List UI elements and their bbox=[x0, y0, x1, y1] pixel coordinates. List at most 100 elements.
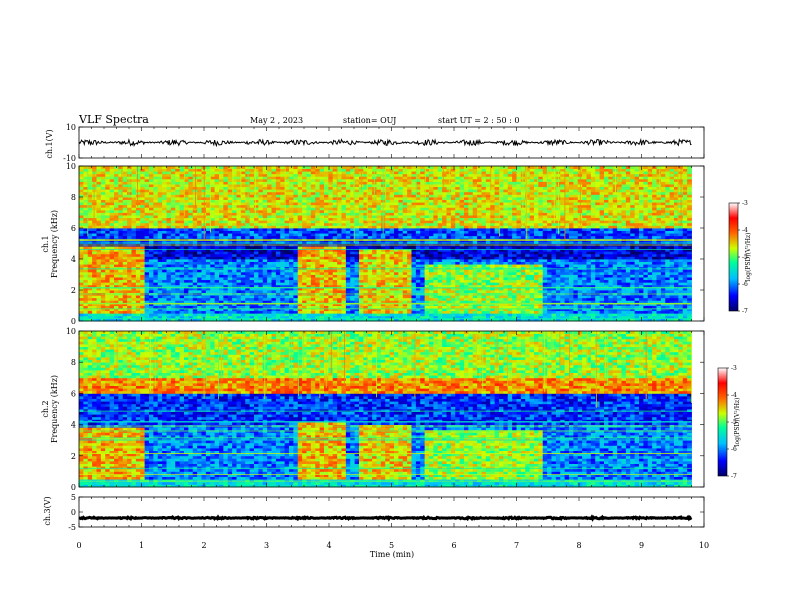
ch1_spectrogram-cell bbox=[188, 271, 194, 275]
ch1_spectrogram-cell bbox=[245, 271, 251, 275]
ch1_spectrogram-cell bbox=[411, 186, 417, 190]
ch1_spectrogram-cell bbox=[114, 204, 119, 208]
ch1_spectrogram-cell bbox=[162, 230, 167, 234]
ch1_spectrogram-cell bbox=[345, 191, 351, 195]
ch1_spectrogram-cell bbox=[109, 297, 115, 301]
ch1_spectrogram-cell bbox=[319, 284, 325, 288]
ch1_spectrogram-cell bbox=[341, 228, 347, 231]
ch1_spectrogram-cell bbox=[372, 287, 377, 291]
ch1_spectrogram-cell bbox=[306, 225, 312, 229]
ch1_spectrogram-cell bbox=[118, 266, 124, 270]
ch1_spectrogram-cell bbox=[271, 297, 277, 301]
ch1_spectrogram-cell bbox=[345, 228, 351, 231]
ch1_spectrogram-cell bbox=[179, 297, 185, 301]
ch1_spectrogram-cell bbox=[249, 248, 255, 252]
ch1_spectrogram-cell bbox=[376, 217, 382, 221]
ch1_spectrogram-cell bbox=[319, 277, 325, 281]
ch1_spectrogram-cell bbox=[328, 256, 334, 260]
ch1_spectrogram-cell bbox=[157, 202, 163, 206]
ch1_spectrogram-cell bbox=[424, 248, 430, 252]
ch1_spectrogram-cell bbox=[297, 318, 303, 322]
ch1_spectrogram-cell bbox=[376, 209, 382, 213]
ch1_spectrogram-cell bbox=[223, 233, 229, 237]
ch1_spectrogram-cell bbox=[127, 199, 132, 203]
ch1_spectrogram-cell bbox=[385, 259, 391, 262]
ch1_spectrogram-cell bbox=[376, 230, 382, 234]
ch1_spectrogram-cell bbox=[271, 230, 277, 234]
ch1_spectrogram-cell bbox=[170, 246, 176, 250]
ch1_spectrogram-cell bbox=[197, 171, 202, 175]
ch1_spectrogram-cell bbox=[341, 315, 347, 319]
ch1_spectrogram-cell bbox=[131, 297, 137, 301]
ch1_spectrogram-cell bbox=[258, 189, 264, 193]
ch1_spectrogram-cell bbox=[350, 261, 356, 265]
ch1_spectrogram-cell bbox=[280, 302, 286, 306]
ch1_spectrogram-cell bbox=[380, 246, 386, 250]
ch1_spectrogram-cell bbox=[398, 313, 404, 317]
ch1_spectrogram-cell bbox=[402, 189, 408, 193]
ch1_spectrogram-cell bbox=[96, 228, 102, 231]
ch1_spectrogram-cell bbox=[214, 215, 220, 219]
ch1_spectrogram-cell bbox=[319, 240, 325, 244]
ch1_spectrogram-cell bbox=[127, 302, 132, 306]
ch1_spectrogram-cell bbox=[297, 171, 303, 175]
ch1_spectrogram-cell bbox=[385, 217, 391, 221]
ch1_spectrogram-cell bbox=[337, 217, 342, 221]
ch1_spectrogram-cell bbox=[394, 212, 399, 216]
ch1_spectrogram-cell bbox=[240, 256, 246, 260]
ch1_spectrogram-cell bbox=[415, 225, 421, 229]
ch1_spectrogram-cell bbox=[359, 315, 364, 319]
ch1_spectrogram-cell bbox=[363, 228, 369, 231]
ch1_spectrogram-cell bbox=[105, 284, 111, 288]
ch1_spectrogram-cell bbox=[170, 313, 176, 317]
ch1_spectrogram-cell bbox=[289, 282, 294, 286]
ch1_spectrogram-cell bbox=[310, 233, 316, 237]
ch1_spectrogram-cell bbox=[232, 235, 237, 239]
ch1_spectrogram-cell bbox=[424, 215, 430, 219]
ch1_spectrogram-cell bbox=[144, 209, 150, 213]
ch1_spectrogram-cell bbox=[184, 282, 189, 286]
ch1_spectrogram-cell bbox=[420, 264, 426, 268]
ch1_spectrogram-cell bbox=[92, 197, 97, 200]
ch1_spectrogram-cell bbox=[184, 217, 189, 221]
ch1_spectrogram-cell bbox=[219, 269, 224, 273]
ch1_spectrogram-cell bbox=[249, 256, 255, 260]
ch1_spectrogram-cell bbox=[297, 209, 303, 213]
ch1_spectrogram-cell bbox=[245, 220, 251, 224]
ch1_spectrogram-cell bbox=[236, 173, 242, 177]
ch1_spectrogram-cell bbox=[324, 166, 329, 169]
ch1_spectrogram-cell bbox=[262, 168, 268, 172]
ch1_spectrogram-cell bbox=[170, 222, 176, 226]
ch1_spectrogram-cell bbox=[83, 217, 89, 221]
ch1_spectrogram-cell bbox=[118, 256, 124, 260]
ch1_spectrogram-cell bbox=[262, 284, 268, 288]
ch1_spectrogram-cell bbox=[245, 202, 251, 206]
ch1_spectrogram-cell bbox=[87, 271, 93, 275]
ch1_spectrogram-cell bbox=[284, 277, 290, 281]
ch1_spectrogram-cell bbox=[153, 313, 159, 317]
ch1_spectrogram-cell bbox=[223, 248, 229, 252]
ch1_spectrogram-cell bbox=[205, 191, 211, 195]
ch1_spectrogram-cell bbox=[109, 204, 115, 208]
ch1_spectrogram-cell bbox=[162, 178, 167, 182]
ch1_spectrogram-cell bbox=[324, 261, 329, 265]
ch1_spectrogram-cell bbox=[411, 313, 417, 317]
ch1_spectrogram-cell bbox=[153, 181, 159, 185]
ch1_spectrogram-cell bbox=[324, 297, 329, 301]
ch1_spectrogram-cell bbox=[262, 290, 268, 293]
ch1_spectrogram-cell bbox=[149, 202, 154, 206]
ch1_spectrogram-cell bbox=[271, 313, 277, 317]
ch1_spectrogram-cell bbox=[210, 238, 216, 242]
ch1_spectrogram-cell bbox=[109, 256, 115, 260]
ch1_spectrogram-cell bbox=[411, 197, 417, 200]
ch1_spectrogram-cell bbox=[367, 233, 373, 237]
ch1_spectrogram-cell bbox=[302, 225, 307, 229]
ch1_spectrogram-cell bbox=[310, 277, 316, 281]
ch1_spectrogram-cell bbox=[175, 194, 181, 198]
ch1_spectrogram-cell bbox=[166, 297, 172, 301]
ch1_spectrogram-cell bbox=[87, 313, 93, 317]
ch1_spectrogram-cell bbox=[122, 279, 128, 283]
ch1_spectrogram-cell bbox=[162, 297, 167, 301]
ch1_spectrogram-cell bbox=[179, 217, 185, 221]
ch1_spectrogram-cell bbox=[359, 251, 364, 255]
